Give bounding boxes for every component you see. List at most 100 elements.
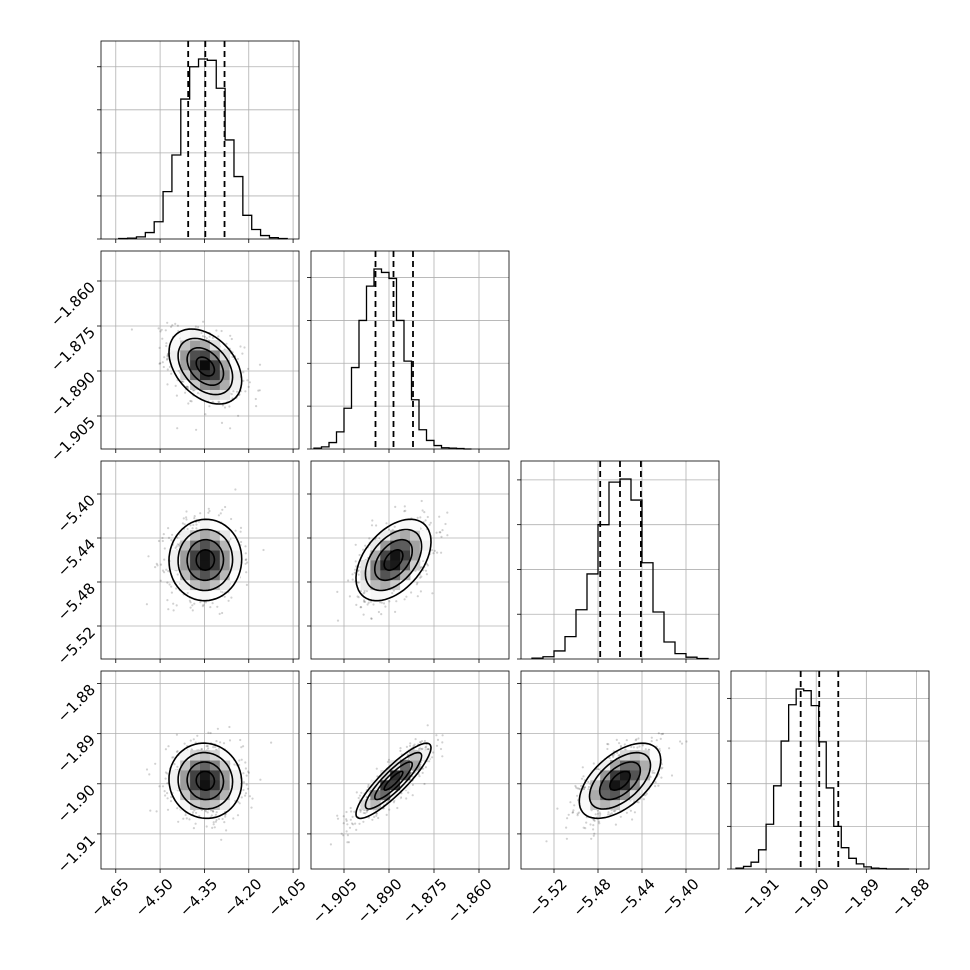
sample-point xyxy=(169,800,173,803)
panel-frame xyxy=(310,460,510,660)
density-cell xyxy=(229,379,240,390)
sample-point xyxy=(193,515,196,518)
x-tick-label: −1.905 xyxy=(309,875,361,927)
sample-point xyxy=(329,843,332,846)
sample-point xyxy=(360,791,363,794)
sample-point xyxy=(161,361,164,364)
hist-step-3 xyxy=(735,688,909,870)
sample-point xyxy=(424,746,427,749)
sample-point xyxy=(170,585,173,588)
sample-point xyxy=(200,748,203,751)
sample-point xyxy=(214,820,217,823)
density-cell xyxy=(629,750,641,761)
x-tick-label: −1.890 xyxy=(354,875,406,927)
sample-point xyxy=(158,346,161,349)
sample-point xyxy=(223,821,226,824)
contour-1-sigma xyxy=(186,538,225,582)
y-tick-label: −1.90 xyxy=(54,781,99,826)
sample-point xyxy=(170,591,173,594)
y-tick-label: −1.860 xyxy=(47,278,99,330)
density-cell xyxy=(209,579,221,591)
density-cell xyxy=(180,799,191,810)
sample-point xyxy=(376,775,379,778)
sample-point xyxy=(574,784,577,788)
density-cell xyxy=(200,359,211,371)
sample-point xyxy=(353,810,356,813)
sample-point xyxy=(592,762,595,765)
sample-point xyxy=(170,795,173,799)
sample-point xyxy=(393,525,396,528)
density-cell xyxy=(209,569,221,581)
sample-point xyxy=(399,747,402,750)
sample-point xyxy=(191,604,194,607)
density-cell xyxy=(200,350,211,361)
sample-point xyxy=(174,546,177,550)
sample-point xyxy=(259,778,262,781)
sample-point xyxy=(176,807,179,810)
density-cell xyxy=(219,550,231,561)
sample-point xyxy=(631,818,634,821)
sample-point xyxy=(164,777,167,780)
density-cell xyxy=(200,550,211,561)
density-cell xyxy=(219,579,231,591)
density-cell xyxy=(219,760,231,771)
sample-point xyxy=(167,745,170,748)
sample-point xyxy=(225,342,228,345)
sample-point xyxy=(258,389,261,392)
density-cell xyxy=(370,579,381,591)
density-cell xyxy=(419,540,431,551)
sample-point xyxy=(660,776,663,779)
sample-point xyxy=(348,595,351,598)
sample-point xyxy=(357,573,360,576)
sample-point xyxy=(433,549,436,553)
sample-point xyxy=(411,783,414,787)
sample-point xyxy=(380,613,383,616)
density-cell xyxy=(200,779,211,791)
density-cell xyxy=(400,540,411,551)
contour-0.5-sigma xyxy=(195,548,216,572)
sample-point xyxy=(607,811,610,814)
density-cell xyxy=(190,750,201,761)
sample-point xyxy=(238,759,241,762)
sample-point xyxy=(166,581,169,584)
sample-point xyxy=(244,545,247,548)
hist-panel-0 xyxy=(97,40,300,243)
sample-point xyxy=(245,783,248,786)
sample-point xyxy=(166,599,169,602)
sample-point xyxy=(371,519,374,522)
contour-0.5-sigma xyxy=(195,356,216,377)
sample-point xyxy=(195,811,198,815)
sample-point xyxy=(262,548,265,552)
sample-point xyxy=(582,775,585,778)
density-cell xyxy=(380,530,391,541)
sample-point xyxy=(242,371,245,374)
sample-point xyxy=(356,595,359,598)
density-cell xyxy=(410,540,421,551)
density-cell xyxy=(380,589,391,600)
density-cell xyxy=(190,589,201,600)
sample-point xyxy=(625,739,628,742)
density-cell xyxy=(190,369,201,381)
sample-point xyxy=(221,591,224,594)
sample-point xyxy=(172,602,175,605)
sample-point xyxy=(420,575,423,578)
density-cell xyxy=(170,340,181,351)
sample-point xyxy=(375,524,378,527)
density-cell xyxy=(219,750,231,761)
sample-point xyxy=(155,810,158,813)
sample-point xyxy=(593,832,596,835)
sample-point xyxy=(219,512,222,515)
sample-point xyxy=(556,807,559,810)
sample-point xyxy=(207,731,210,734)
sample-point xyxy=(246,787,250,790)
x-tick-label: −4.35 xyxy=(176,875,221,920)
sample-point xyxy=(165,344,168,348)
sample-point xyxy=(679,740,682,743)
density-cell xyxy=(200,569,211,581)
sample-point xyxy=(191,609,194,612)
sample-point xyxy=(175,587,178,590)
sample-point xyxy=(633,811,637,814)
density-cell xyxy=(200,379,211,390)
sample-point xyxy=(209,606,212,609)
y-tick-label: −5.48 xyxy=(54,579,99,624)
